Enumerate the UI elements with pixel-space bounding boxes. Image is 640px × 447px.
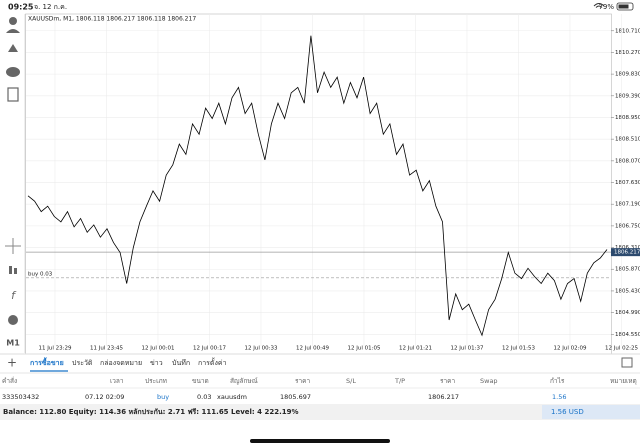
status-time: 09:25 [8, 3, 34, 12]
profit-box [542, 405, 640, 419]
status-date: จ. 12 ก.ค. [34, 3, 67, 11]
indicator-icon[interactable] [9, 266, 12, 274]
x-tick-label: 12 Jul 01:53 [502, 346, 535, 352]
left-toolbar: f M1 [5, 17, 21, 348]
battery-level [618, 4, 629, 9]
chat-icon[interactable] [6, 67, 20, 77]
tab[interactable]: การตั้งค่า [198, 356, 227, 367]
y-tick-label: 1809.390 [615, 93, 640, 99]
x-tick-label: 12 Jul 00:01 [142, 346, 175, 352]
indicator-icon-2[interactable] [14, 268, 17, 274]
new-order-icon[interactable] [7, 87, 19, 102]
column-header: คำสั่ง [2, 376, 17, 385]
x-tick-label: 11 Jul 23:45 [90, 346, 123, 352]
chart-header: XAUUSDm, M1, 1806.118 1806.217 1806.118 … [28, 16, 196, 23]
y-tick-label: 1810.710 [615, 28, 640, 34]
cell: 1806.217 [428, 393, 459, 401]
y-tick-label: 1808.070 [615, 158, 640, 164]
battery-icon [616, 2, 634, 11]
x-tick-label: 12 Jul 01:05 [348, 346, 381, 352]
y-tick-label: 1806.310 [615, 245, 640, 251]
y-tick-label: 1808.950 [615, 115, 640, 121]
trade-icon[interactable] [8, 44, 18, 52]
x-tick-label: 12 Jul 01:37 [451, 346, 484, 352]
x-tick-label: 12 Jul 01:21 [399, 346, 432, 352]
account-icon-body[interactable] [6, 29, 20, 33]
x-tick-label: 12 Jul 02:25 [605, 346, 638, 352]
x-tick-label: 11 Jul 23:29 [39, 346, 72, 352]
crosshair-icon[interactable] [5, 238, 21, 254]
tab[interactable]: การซื้อขาย [30, 356, 64, 367]
home-indicator [250, 439, 390, 443]
y-tick-label: 1810.270 [615, 50, 640, 56]
timeframe[interactable]: M1 [6, 339, 20, 348]
y-tick-label: 1808.510 [615, 137, 640, 143]
column-header: T/P [394, 377, 405, 385]
y-tick-label: 1805.430 [615, 288, 640, 294]
y-tick-label: 1805.870 [615, 267, 640, 273]
x-tick-label: 12 Jul 00:49 [296, 346, 329, 352]
tabs: การซื้อขาย ประวัติ กล่องจดหมาย ข่าว บันทึก กา… [30, 356, 227, 372]
column-header: Swap [480, 377, 498, 385]
order-label: buy 0.03 [28, 271, 53, 277]
tab[interactable]: ประวัติ [72, 359, 93, 367]
tab[interactable]: กล่องจดหมาย [100, 359, 142, 367]
y-tick-label: 1809.830 [615, 72, 640, 78]
summary-text: Balance: 112.80 Equity: 114.36 หลักประกั… [3, 408, 298, 416]
column-header: ขนาด [192, 377, 209, 385]
column-header: S/L [346, 377, 356, 385]
y-tick-label: 1807.630 [615, 180, 640, 186]
column-header: ประเภท [145, 377, 167, 385]
cell: 0.03 [197, 393, 211, 401]
price-line [27, 35, 608, 337]
account-icon[interactable] [9, 17, 17, 25]
y-tick-label: 1804.990 [615, 310, 640, 316]
y-tick-label: 1806.750 [615, 223, 640, 229]
column-header: เวลา [110, 377, 124, 385]
column-header: ราคา [295, 377, 310, 385]
objects-icon[interactable] [8, 315, 18, 325]
x-tick-label: 12 Jul 00:33 [245, 346, 278, 352]
column-header: ราคา [440, 377, 455, 385]
function-icon[interactable]: f [11, 289, 17, 302]
table: คำสั่ง เวลา ประเภท ขนาด สัญลักษณ์ ราคา S/L T/P ร… [0, 376, 640, 401]
column-header: กำไร [550, 377, 565, 385]
cell: 1.56 [552, 393, 566, 401]
cell: buy [157, 393, 169, 401]
chart: 1810.710 1810.270 1809.830 1809.390 1808.950… [26, 14, 640, 352]
tab[interactable]: ข่าว [150, 359, 163, 367]
cell: 333503432 [2, 393, 39, 401]
cell: xauusdm [217, 393, 247, 401]
bid-label: 1806.217 [614, 250, 640, 256]
y-tick-label: 1804.550 [615, 332, 640, 338]
x-tick-label: 12 Jul 00:17 [193, 346, 226, 352]
column-header: หมายเหตุ [610, 377, 637, 385]
x-tick-label: 12 Jul 02:09 [554, 346, 587, 352]
add-button[interactable]: + [7, 356, 17, 370]
status-battery: 79% [598, 3, 614, 11]
panel-toggle-icon[interactable] [621, 357, 633, 368]
wifi-icon [593, 3, 605, 8]
column-header: สัญลักษณ์ [230, 377, 258, 385]
y-tick-label: 1807.190 [615, 202, 640, 208]
summary-bar [0, 404, 640, 420]
cell: 1805.697 [280, 393, 311, 401]
tab[interactable]: บันทึก [172, 358, 190, 367]
summary-profit: 1.56 USD [551, 408, 584, 416]
bid-label-box [611, 248, 640, 257]
cell: 07.12 02:09 [85, 393, 124, 401]
